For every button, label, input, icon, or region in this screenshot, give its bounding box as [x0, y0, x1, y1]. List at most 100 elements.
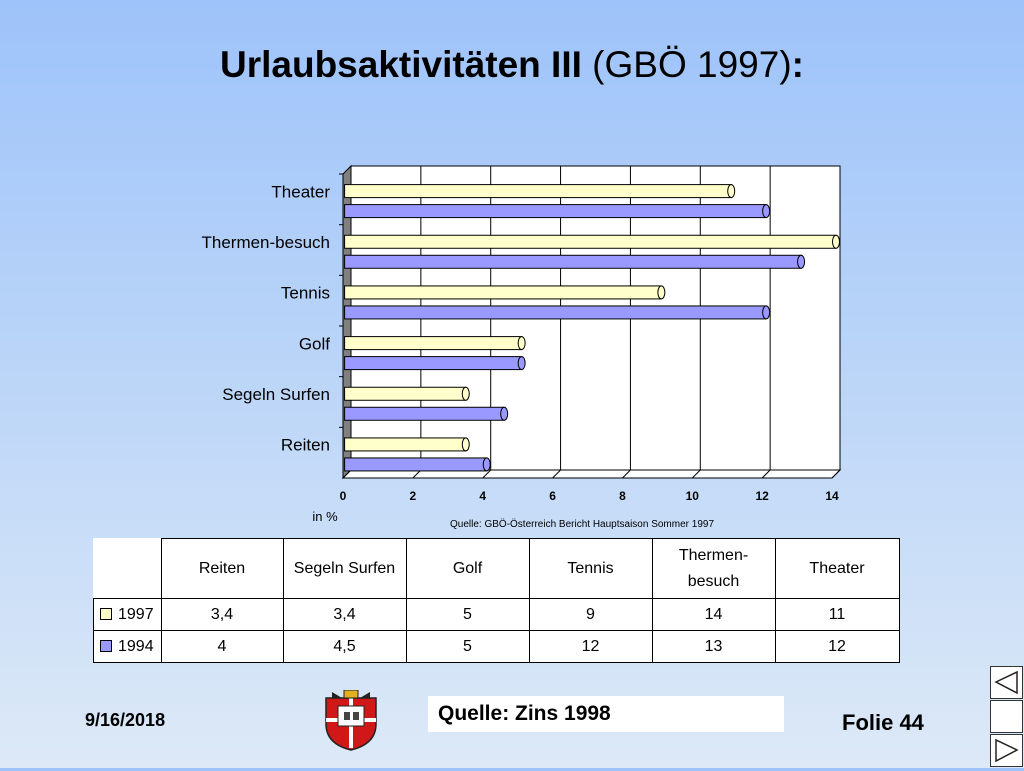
bar-body: [344, 386, 467, 401]
legend-1997: 1997: [93, 598, 162, 631]
table-cell: 11: [774, 598, 900, 631]
bar-body: [344, 285, 662, 300]
category-label: Thermen-besuch: [201, 233, 330, 252]
x-axis-label: in %: [312, 509, 338, 524]
bar-1994: [344, 305, 771, 320]
table-cell: 12: [528, 630, 653, 663]
x-tick-label: 4: [479, 489, 486, 503]
gridline-floor: [831, 469, 841, 479]
table-cell: 12: [774, 630, 900, 663]
bar-body: [344, 184, 732, 199]
nav-back-button[interactable]: [990, 666, 1023, 699]
x-tick-label: 8: [619, 489, 626, 503]
bar-cap: [517, 336, 526, 351]
legend-label-1997: 1997: [118, 605, 154, 623]
table-header-reiten: Reiten: [160, 538, 284, 599]
table-header-tennis: Tennis: [528, 538, 653, 599]
gridline-floor: [691, 469, 701, 479]
slide-title: Urlaubsaktivitäten III (GBÖ 1997):: [0, 44, 1024, 86]
table-cell: 3,4: [160, 598, 284, 631]
source-box: Quelle: Zins 1998: [428, 696, 784, 732]
bar-body: [344, 356, 523, 371]
data-table: Reiten Segeln Surfen Golf Tennis Thermen…: [93, 538, 900, 663]
gridline-floor: [552, 469, 561, 479]
x-tick-label: 12: [755, 489, 769, 503]
bar-cap: [500, 406, 509, 421]
category-label: Golf: [299, 334, 330, 353]
gridline-floor: [482, 469, 492, 479]
x-tick-label: 6: [549, 489, 556, 503]
title-paren: (GBÖ 1997): [592, 44, 792, 85]
bar-1997: [344, 285, 666, 300]
bar-body: [344, 204, 767, 219]
title-colon: :: [791, 44, 804, 85]
nav-forward-button[interactable]: [990, 734, 1023, 767]
slide-date: 9/16/2018: [85, 710, 166, 730]
bar-body: [344, 406, 505, 421]
legend-swatch-1994: [100, 640, 112, 653]
bar-1997: [344, 234, 840, 249]
table-row: 1994 4 4,5 5 12 13 12: [93, 630, 900, 663]
table-corner: [93, 538, 162, 599]
category-label: Tennis: [281, 284, 330, 303]
table-header-theater: Theater: [774, 538, 900, 599]
table-row: 1997 3,4 3,4 5 9 14 11: [93, 598, 900, 631]
x-tick-label: 0: [340, 489, 347, 503]
bar-cap: [727, 184, 736, 199]
category-label: Theater: [271, 182, 330, 201]
bar-cap: [762, 305, 771, 320]
gridline-floor: [761, 469, 771, 479]
bar-1997: [344, 184, 736, 199]
x-tick-label: 14: [825, 489, 839, 503]
table-cell: 14: [651, 598, 776, 631]
legend-1994: 1994: [93, 630, 162, 663]
bar-1997: [344, 386, 470, 401]
bar-cap: [657, 285, 666, 300]
table-cell: 3,4: [282, 598, 407, 631]
bar-cap: [832, 234, 840, 249]
table-cell: 9: [528, 598, 653, 631]
table-cell: 5: [405, 598, 530, 631]
bar-cap: [461, 437, 470, 452]
category-label: Reiten: [281, 436, 330, 455]
bar-body: [344, 336, 523, 351]
triangle-left-icon: [994, 670, 1018, 695]
table-header-segeln: Segeln Surfen: [282, 538, 407, 599]
bar-1994: [344, 406, 509, 421]
bar-cap: [461, 386, 470, 401]
gridline-floor: [622, 469, 631, 479]
slide-number: Folie 44: [842, 710, 924, 735]
bar-chart: 0 2 4 6 8 10 12 14 Reiten Segeln Surfen Golf Tennis…: [201, 164, 842, 530]
table-header-thermen: Thermen-besuch: [651, 538, 776, 599]
category-label: Segeln Surfen: [222, 385, 330, 404]
table-cell: 13: [651, 630, 776, 663]
triangle-right-icon: [995, 738, 1019, 763]
bar-1997: [344, 336, 526, 351]
nav-menu-button[interactable]: [990, 700, 1023, 733]
table-header-row: Reiten Segeln Surfen Golf Tennis Thermen…: [93, 538, 900, 599]
table-header-golf: Golf: [405, 538, 530, 599]
bar-body: [344, 457, 488, 472]
bar-body: [344, 305, 767, 320]
bar-1994: [344, 457, 491, 472]
x-tick-label: 10: [686, 489, 700, 503]
bar-body: [344, 437, 467, 452]
table-cell: 4: [160, 630, 284, 663]
table-cell: 5: [405, 630, 530, 663]
coat-of-arms-icon: [325, 690, 377, 751]
nav-controls: [990, 666, 1024, 768]
legend-label-1994: 1994: [118, 637, 154, 655]
bar-1994: [344, 356, 526, 371]
bar-1997: [344, 437, 470, 452]
bar-1994: [344, 204, 771, 219]
bar-1994: [344, 254, 806, 269]
bar-cap: [762, 204, 771, 219]
bar-body: [344, 254, 802, 269]
title-bold: Urlaubsaktivitäten III: [220, 44, 582, 85]
bar-body: [344, 234, 837, 249]
table-cell: 4,5: [282, 630, 407, 663]
chart-source-note: Quelle: GBÖ-Österreich Bericht Hauptsais…: [450, 518, 714, 530]
bar-cap: [517, 356, 526, 371]
x-tick-label: 2: [410, 489, 417, 503]
bar-cap: [797, 254, 806, 269]
